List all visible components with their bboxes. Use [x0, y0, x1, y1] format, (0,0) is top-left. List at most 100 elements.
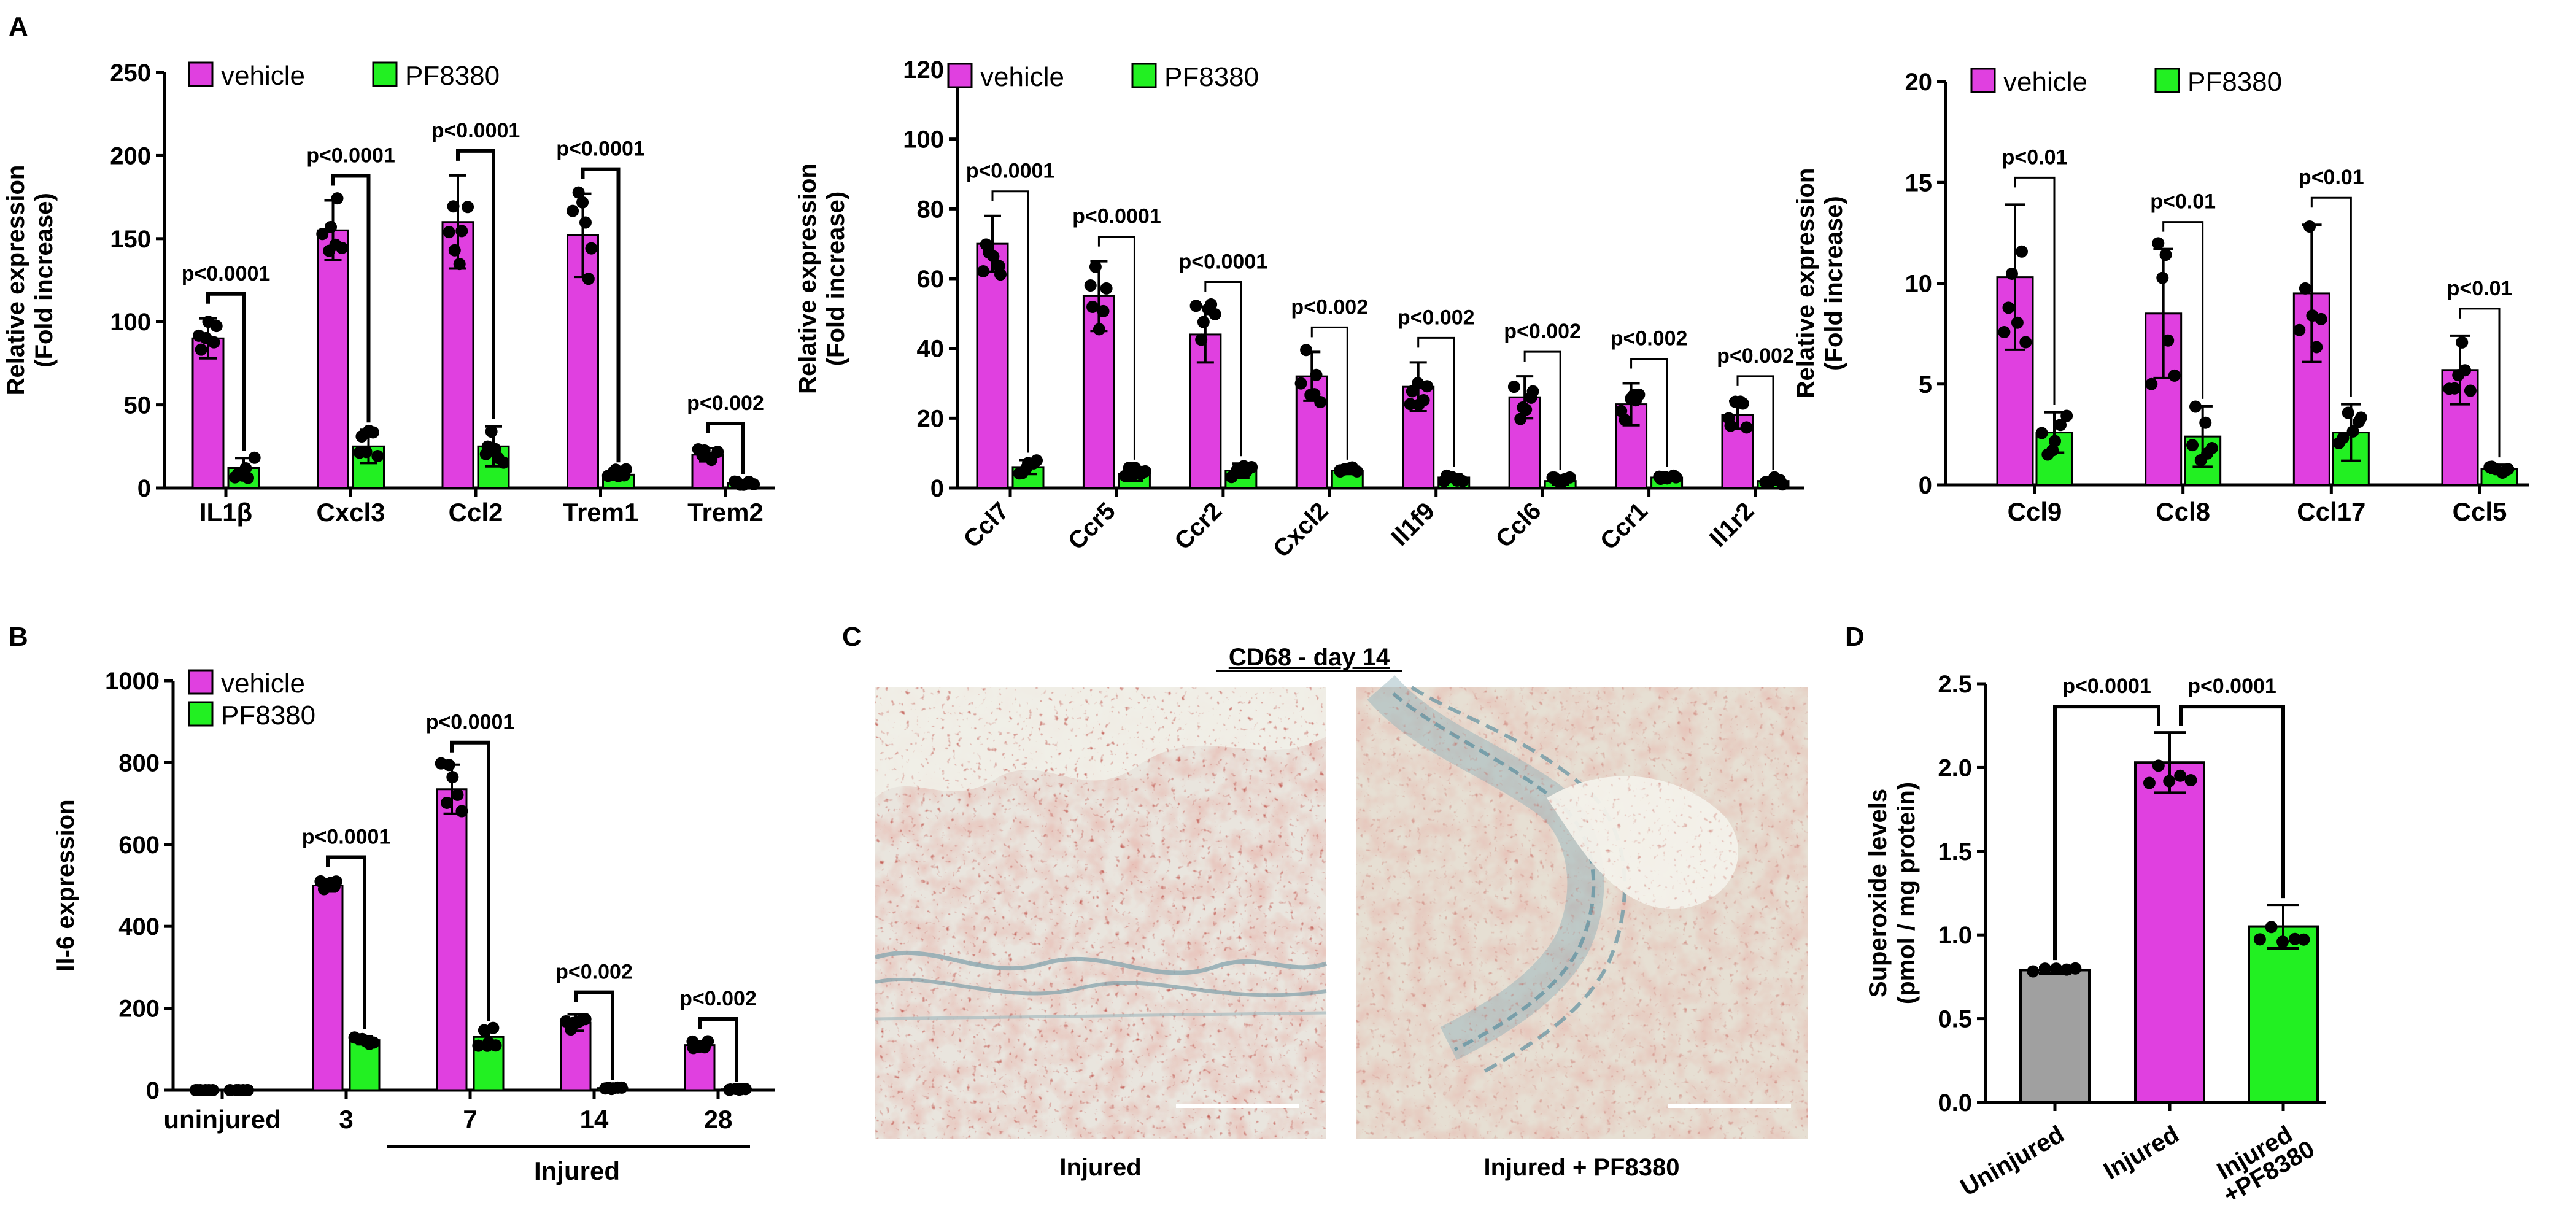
data-point	[2342, 406, 2354, 419]
data-point	[1998, 325, 2011, 338]
p-value-label: p<0.0001	[182, 262, 271, 285]
data-point	[2174, 769, 2187, 782]
data-point	[2276, 935, 2289, 948]
data-point	[987, 250, 1000, 263]
y-tick-label: 10	[1905, 271, 1933, 298]
data-point	[1520, 403, 1533, 416]
data-point	[331, 192, 344, 205]
data-point	[2184, 774, 2197, 787]
y-tick-label: 800	[118, 749, 160, 776]
data-point	[489, 1039, 502, 1052]
p-value-label: p<0.002	[1398, 306, 1475, 329]
legend-label-vehicle: vehicle	[2003, 67, 2087, 97]
x-tick-label: Ccl5	[2453, 497, 2507, 526]
data-point	[2002, 301, 2015, 314]
data-point	[739, 1083, 752, 1096]
y-axis-label: (Fold increase)	[1820, 196, 1847, 371]
p-value-label: p<0.002	[679, 987, 757, 1010]
y-tick-label: 80	[917, 196, 945, 223]
data-point	[2049, 435, 2062, 447]
data-point	[2464, 384, 2477, 397]
data-point	[2152, 237, 2165, 250]
histology-image-injured-pf8380	[1356, 675, 1808, 1139]
data-point	[2346, 425, 2359, 438]
legend-label-vehicle: vehicle	[980, 62, 1064, 92]
significance-bracket	[206, 292, 246, 451]
data-point	[1197, 316, 1210, 328]
x-tick-label: Ccr1	[1595, 497, 1653, 555]
y-axis-label: Relative expression	[1792, 168, 1819, 399]
data-point	[1456, 474, 1469, 487]
significance-bracket	[1310, 326, 1348, 460]
bar-vehicle	[436, 788, 468, 1091]
x-tick-label: Uninjured	[1956, 1121, 2069, 1201]
y-axis-label: Superoxide levels	[1865, 789, 1892, 997]
data-point	[579, 216, 592, 229]
data-point	[2015, 245, 2028, 258]
data-point	[1619, 414, 1631, 427]
x-tick-label: Cxcl2	[1268, 497, 1334, 563]
significance-bracket	[1523, 350, 1561, 470]
legend-label-vehicle: vehicle	[221, 668, 305, 699]
y-tick-label: 600	[118, 832, 160, 859]
y-tick-label: 150	[110, 226, 151, 253]
legend-swatch-vehicle	[1970, 68, 1996, 93]
data-point	[702, 1035, 714, 1048]
p-value-label: p<0.01	[2002, 145, 2068, 169]
legend-label-vehicle: vehicle	[221, 61, 305, 91]
data-point	[620, 463, 633, 476]
data-point	[1310, 368, 1323, 381]
data-point	[1189, 300, 1202, 312]
data-point	[487, 1021, 500, 1034]
y-axis-label: Relative expression	[794, 163, 821, 394]
bar-vehicle	[317, 229, 349, 489]
legend-swatch-vehicle	[188, 61, 214, 87]
y-tick-label: 400	[118, 913, 160, 940]
data-point	[2152, 759, 2165, 772]
y-tick-label: 2.5	[1938, 671, 1972, 698]
data-point	[1205, 298, 1218, 311]
p-value-label: p<0.01	[2150, 190, 2216, 214]
y-tick-label: 60	[917, 266, 945, 293]
data-point	[1093, 323, 1105, 336]
data-point	[2303, 220, 2316, 233]
y-tick-label: 20	[1905, 69, 1933, 96]
data-point	[1089, 260, 1102, 273]
y-tick-label: 0	[930, 475, 944, 502]
data-point	[994, 268, 1007, 281]
p-value-label: p<0.0001	[302, 825, 391, 848]
data-point	[2459, 364, 2472, 377]
data-point	[1563, 471, 1576, 484]
p-value-label: p<0.002	[555, 961, 633, 984]
data-point	[1724, 419, 1737, 432]
data-point	[576, 196, 589, 209]
y-tick-label: 1.5	[1938, 838, 1972, 865]
chart-d: 0.0 0.5 1.0 1.5 2.0 2.5 Superoxide levels (pmol…	[1865, 671, 2326, 1208]
data-point	[453, 258, 466, 271]
x-tick-label: 14	[580, 1105, 609, 1134]
bar-vehicle	[976, 242, 1009, 489]
data-point	[210, 320, 223, 333]
chart-a3: 0 5 10 15 20 Relative expression (Fold increas…	[1792, 67, 2529, 526]
legend-swatch-vehicle	[947, 63, 973, 88]
data-point	[2265, 921, 2278, 934]
x-tick-label: Ccl8	[2156, 497, 2210, 526]
p-value-label: p<0.01	[2447, 277, 2513, 300]
data-point	[2289, 932, 2302, 945]
data-point	[2054, 419, 2067, 432]
data-point	[567, 204, 579, 217]
data-point	[239, 462, 252, 474]
data-point	[241, 1084, 254, 1096]
data-point	[1507, 381, 1520, 393]
data-point	[2011, 316, 2024, 329]
data-point	[1209, 308, 1221, 320]
x-tick-label: 28	[704, 1105, 733, 1134]
significance-bracket	[1736, 375, 1774, 470]
data-point	[1412, 377, 1425, 390]
data-point	[472, 1039, 485, 1052]
data-point	[1633, 388, 1646, 401]
significance-bracket	[991, 190, 1029, 453]
legend-swatch-pf8380	[372, 61, 398, 87]
p-value-label: p<0.0001	[426, 711, 515, 734]
x-tick-label: Ccl2	[449, 498, 503, 527]
